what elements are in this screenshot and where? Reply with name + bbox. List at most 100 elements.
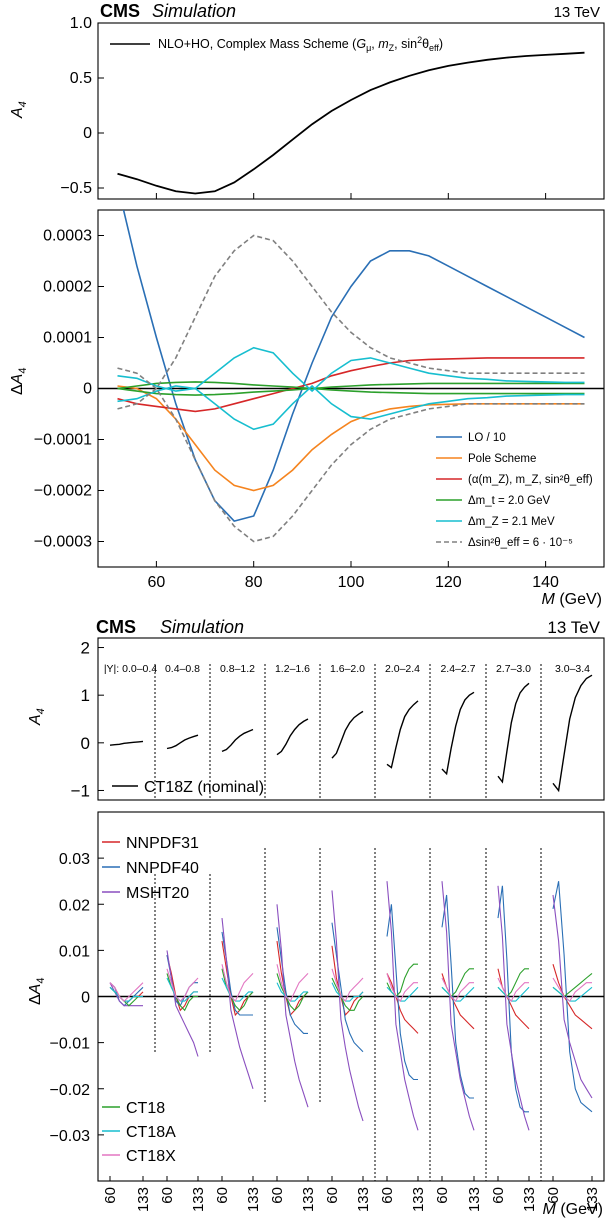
x-tick-label: 133	[466, 1187, 483, 1212]
series-pdf-line	[552, 894, 593, 1099]
series-pdf-line	[497, 977, 529, 1003]
series-ct18z	[441, 691, 475, 776]
series-pdf-line	[441, 977, 474, 1003]
energy-label-2: 13 TeV	[547, 618, 600, 637]
series-pdf-line	[276, 982, 308, 1002]
plot-dA4-bins: 0.03 0.02 0.01 0 −0.01 −0.02 −0.03 60 133 60 133 60…	[50, 848, 604, 1212]
x-tick-label: 60	[147, 574, 165, 591]
y-tick-label: 0.0002	[43, 279, 92, 296]
x-tick-label: 60	[324, 1187, 341, 1204]
rapidity-bin-label: 0.4–0.8	[165, 663, 200, 675]
y-tick-label: 2	[81, 639, 90, 658]
x-tick-label: 60	[214, 1187, 231, 1204]
series-pdf-line	[331, 890, 364, 1122]
legend-panel-4: NNPDF31 NNPDF40 MSHT20 CT18 CT18A CT18X	[102, 835, 199, 1165]
x-tick-label: 120	[435, 574, 462, 591]
x-tick-label: 100	[338, 574, 365, 591]
y-tick-label: −0.0003	[34, 534, 92, 551]
series-pdf-line	[552, 881, 593, 1113]
series-pdf-line	[109, 982, 143, 1007]
panel-A4-bins-frame	[97, 637, 605, 801]
x-axis-title-2: M (GeV)	[543, 1201, 603, 1218]
y-tick-label: 0.5	[70, 70, 92, 87]
y-tick-label: 1	[81, 686, 90, 705]
series-pdf-line	[497, 885, 530, 1131]
simulation-label-1: Simulation	[152, 1, 236, 21]
series-pdf-line	[166, 950, 199, 1057]
rapidity-bin-label: |Y|: 0.0–0.4	[104, 663, 157, 675]
y-tick-label: 0.0003	[43, 228, 92, 245]
y-tick-label: 0.01	[59, 943, 90, 960]
x-tick-label: 80	[245, 574, 263, 591]
series-pdf-line	[166, 968, 199, 1002]
series-pdf-line	[386, 986, 419, 1002]
plot-A4-bins: 2 1 0 −1 |Y|: 0.0–0.4 0.4–0.8 0.8–1.2 1.2–1.6 1.…	[71, 639, 593, 800]
series-line	[117, 346, 585, 393]
legend-label: Δm_Z = 2.1 MeV	[468, 516, 555, 528]
y-tick-label: −0.02	[50, 1082, 91, 1099]
series-line	[117, 357, 585, 413]
x-tick-label: 133	[584, 1187, 601, 1212]
y-tick-label: −0.01	[50, 1036, 91, 1053]
series-pdf-line	[386, 973, 418, 1003]
legend-label: NNPDF40	[126, 860, 199, 877]
series-ct18z	[497, 682, 530, 784]
x-tick-label: 60	[269, 1187, 286, 1204]
series-line	[117, 385, 585, 492]
simulation-label-2: Simulation	[160, 617, 244, 637]
y-tick-label: −0.03	[50, 1128, 91, 1145]
x-tick-label: 60	[159, 1187, 176, 1204]
series-ct18z	[166, 734, 199, 750]
series-pdf-line	[166, 977, 198, 1002]
series-line	[117, 367, 585, 543]
legend-label: Δm_t = 2.0 GeV	[468, 495, 550, 507]
x-tick-label: 60	[490, 1187, 507, 1204]
y-tick-label: 0.03	[59, 851, 90, 868]
series-pdf-line	[441, 881, 475, 1131]
x-tick-label: 133	[410, 1187, 427, 1212]
legend-label: CT18X	[126, 1148, 176, 1165]
x-tick-label: 133	[355, 1187, 372, 1212]
plot-dA4-vs-M: 0.0003 0.0002 0.0001 0 −0.0001 −0.0002 −0.0003…	[34, 210, 604, 591]
series-pdf-line	[276, 927, 308, 1034]
series-line	[117, 382, 585, 396]
x-tick-label: 140	[532, 574, 559, 591]
series-pdf-line	[386, 904, 418, 1081]
legend-label-nlo: NLO+HO, Complex Mass Scheme (Gμ, mZ, sin…	[158, 35, 443, 53]
plot-A4-vs-M: 1.0 0.5 0 −0.5	[60, 15, 585, 199]
legend-label: CT18A	[126, 1124, 176, 1141]
series-pdf-line	[109, 982, 144, 1002]
series-pdf-line	[552, 986, 593, 1002]
y-tick-label: −0.0001	[34, 432, 92, 449]
x-tick-label: 60	[434, 1187, 451, 1204]
series-line	[117, 234, 585, 410]
cms-label-1: CMS	[100, 1, 140, 21]
legend-label: MSHT20	[126, 885, 189, 902]
series-pdf-line	[276, 904, 309, 1108]
series-pdf-line	[276, 973, 309, 1012]
legend-label: NNPDF31	[126, 835, 199, 852]
series-pdf-line	[552, 977, 592, 1002]
energy-label-1: 13 TeV	[554, 4, 600, 21]
series-nlo-ho	[117, 51, 585, 195]
x-tick-label: 60	[102, 1187, 119, 1204]
y-tick-label: −1	[71, 781, 90, 800]
series-pdf-line	[331, 977, 364, 1011]
legend-label: LO / 10	[468, 432, 506, 444]
series-ct18z	[552, 674, 593, 793]
y-axis-title-dA4-2: ΔA4	[27, 978, 47, 1005]
x-tick-label: 133	[135, 1187, 152, 1212]
y-tick-label: 0	[81, 990, 90, 1007]
series-pdf-line	[109, 982, 144, 1007]
series-group	[117, 210, 585, 543]
series-pdf-line	[331, 968, 364, 1003]
rapidity-bin-label: 3.0–3.4	[555, 663, 590, 675]
series-pdf-line	[221, 968, 254, 1012]
y-tick-label: −0.0002	[34, 483, 92, 500]
y-axis-title-A4-1: A4	[9, 101, 29, 119]
cms-label-2: CMS	[96, 617, 136, 637]
series-pdf-line	[386, 973, 419, 1034]
rapidity-bin-label: 1.2–1.6	[275, 663, 310, 675]
series-ct18z	[386, 700, 419, 769]
